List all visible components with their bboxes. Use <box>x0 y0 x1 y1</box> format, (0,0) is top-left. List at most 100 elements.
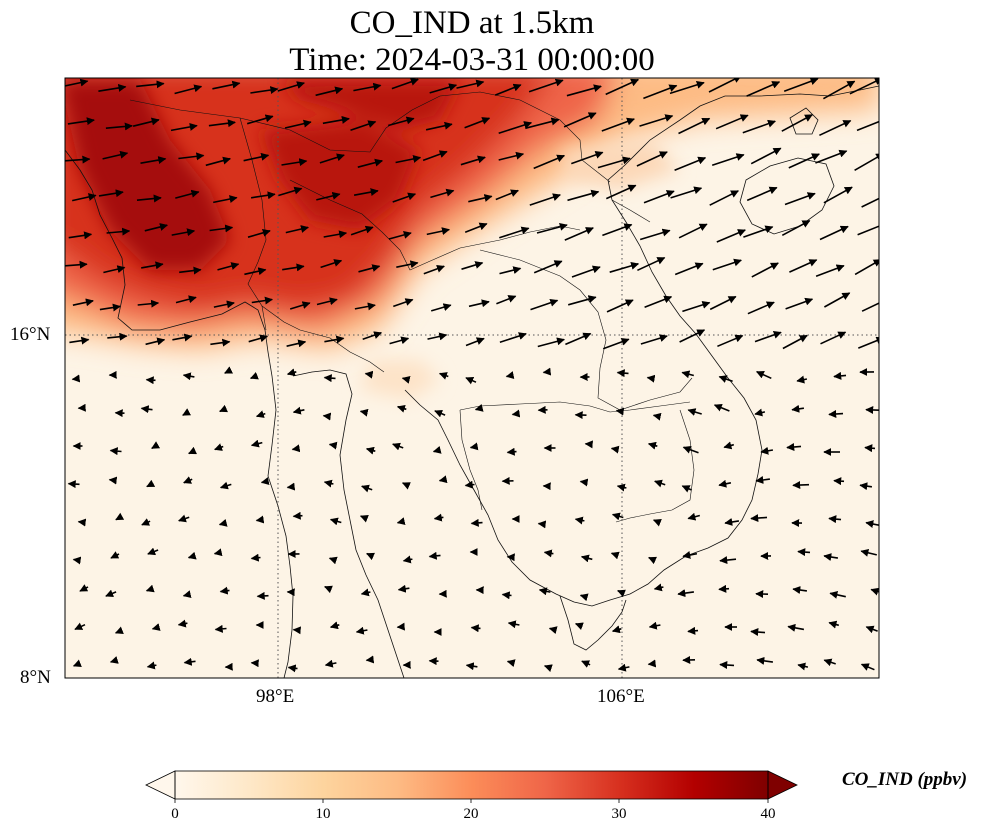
wind-arrow <box>470 624 481 633</box>
wind-arrow <box>788 153 820 169</box>
wind-arrow <box>760 446 774 455</box>
wind-arrow <box>470 518 483 527</box>
wind-arrow <box>647 659 657 668</box>
wind-arrow <box>815 149 848 164</box>
wind-arrow <box>115 512 125 521</box>
wind-arrow <box>567 189 600 202</box>
wind-arrow <box>324 335 345 344</box>
wind-arrow <box>602 338 630 350</box>
wind-arrow <box>322 412 332 421</box>
wind-arrow <box>616 483 627 492</box>
wind-arrow <box>718 479 732 488</box>
wind-arrow <box>792 481 810 490</box>
wind-arrow <box>499 226 530 239</box>
wind-arrow <box>652 412 662 421</box>
wind-arrow <box>723 441 735 450</box>
wind-arrow <box>353 188 379 197</box>
wind-arrow <box>433 513 444 522</box>
wind-arrow <box>255 410 266 418</box>
wind-arrow <box>681 370 695 379</box>
wind-arrow <box>579 478 589 487</box>
wind-arrow <box>712 258 742 271</box>
wind-arrow <box>782 334 808 350</box>
wind-arrow <box>571 151 604 165</box>
wind-arrow <box>548 626 558 635</box>
wind-arrow <box>213 195 238 204</box>
wind-arrow <box>747 301 775 315</box>
wind-arrow <box>678 223 708 239</box>
wind-arrow <box>107 332 128 341</box>
wind-arrow <box>214 443 224 451</box>
wind-arrow <box>536 222 568 234</box>
wind-arrow <box>292 511 303 520</box>
wind-arrow <box>711 153 745 167</box>
wind-arrow <box>354 302 376 311</box>
wind-arrow <box>320 259 343 269</box>
wind-arrow <box>205 156 231 167</box>
wind-arrow <box>170 122 198 132</box>
wind-arrow <box>365 446 376 455</box>
wind-arrow <box>865 405 879 414</box>
wind-arrow <box>581 660 591 668</box>
wind-arrow <box>151 441 161 449</box>
colorbar-tick-label: 30 <box>611 806 627 822</box>
wind-arrow <box>781 114 813 132</box>
wind-arrow <box>250 191 276 200</box>
wind-arrow <box>146 479 156 488</box>
wind-arrow <box>709 295 737 311</box>
wind-arrow <box>246 114 274 125</box>
wind-arrow <box>286 482 296 491</box>
wind-arrow <box>72 659 82 668</box>
wind-arrow <box>224 366 234 374</box>
wind-arrow <box>823 80 856 100</box>
wind-arrow <box>724 518 740 526</box>
wind-arrow <box>465 662 478 671</box>
wind-arrow <box>136 80 165 89</box>
wind-arrow <box>824 292 851 308</box>
wind-arrow <box>713 403 730 412</box>
wind-arrow <box>789 259 818 273</box>
wind-arrow <box>438 475 448 484</box>
wind-arrow <box>564 227 594 241</box>
wind-arrow <box>434 409 446 418</box>
wind-arrow <box>68 231 93 240</box>
wind-arrow <box>856 120 879 132</box>
wind-arrow <box>506 447 517 456</box>
wind-arrow <box>286 339 307 348</box>
chart-subtitle-time: Time: 2024-03-31 00:00:00 <box>289 42 655 78</box>
wind-arrow <box>350 120 377 131</box>
wind-arrow <box>708 78 742 93</box>
wind-arrow <box>285 225 309 234</box>
wind-arrow <box>681 485 692 493</box>
wind-arrow <box>364 370 374 379</box>
wind-arrow <box>498 121 533 135</box>
wind-arrow <box>718 375 733 383</box>
wind-arrow <box>498 151 525 161</box>
wind-arrow <box>579 593 589 602</box>
wind-arrow <box>639 228 671 241</box>
wind-arrow <box>319 153 345 164</box>
wind-arrow <box>316 191 341 201</box>
wind-arrow <box>250 86 279 95</box>
wind-arrow <box>819 119 852 137</box>
wind-arrow <box>787 623 805 632</box>
wind-arrow <box>682 445 699 454</box>
wind-arrow <box>277 81 305 92</box>
wind-arrow <box>574 516 585 525</box>
wind-arrow <box>71 374 81 383</box>
wind-arrow <box>141 261 164 270</box>
wind-arrow <box>146 661 157 670</box>
wind-arrow <box>528 78 564 93</box>
wind-arrow <box>639 114 674 127</box>
wind-arrow <box>783 78 819 92</box>
wind-arrow <box>643 190 675 204</box>
wind-arrow <box>823 186 853 204</box>
wind-arrow <box>750 628 766 637</box>
wind-arrow <box>537 337 565 348</box>
wind-arrow <box>286 368 297 377</box>
wind-arrow <box>323 374 336 383</box>
wind-arrow <box>860 548 877 557</box>
wind-arrow <box>511 409 521 418</box>
lon-tick-label: 106°E <box>597 686 645 707</box>
wind-arrow <box>255 515 265 524</box>
